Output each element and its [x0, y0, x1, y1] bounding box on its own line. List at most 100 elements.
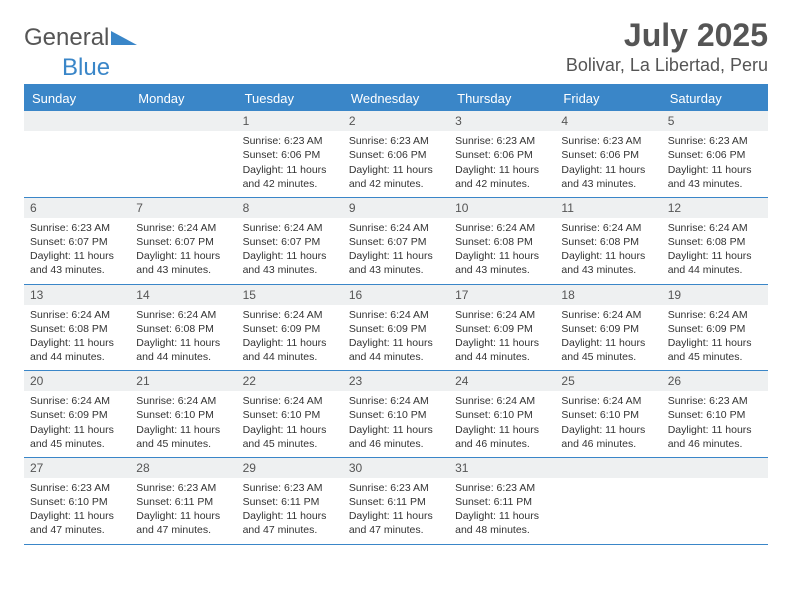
daylight-text: Daylight: 11 hours and 43 minutes. — [561, 249, 655, 277]
sunrise-text: Sunrise: 6:24 AM — [455, 221, 549, 235]
sunrise-text: Sunrise: 6:24 AM — [243, 394, 337, 408]
daylight-text: Daylight: 11 hours and 44 minutes. — [455, 336, 549, 364]
day-body-empty — [662, 478, 768, 532]
daylight-text: Daylight: 11 hours and 47 minutes. — [243, 509, 337, 537]
page-header: General July 2025 Bolivar, La Libertad, … — [24, 18, 768, 76]
day-number-empty — [555, 458, 661, 478]
sunset-text: Sunset: 6:06 PM — [455, 148, 549, 162]
day-number: 9 — [343, 198, 449, 218]
sunrise-text: Sunrise: 6:24 AM — [349, 221, 443, 235]
sunrise-text: Sunrise: 6:23 AM — [30, 221, 124, 235]
sunrise-text: Sunrise: 6:24 AM — [349, 394, 443, 408]
day-body: Sunrise: 6:24 AMSunset: 6:08 PMDaylight:… — [555, 218, 661, 284]
day-number: 30 — [343, 458, 449, 478]
sunset-text: Sunset: 6:08 PM — [455, 235, 549, 249]
daylight-text: Daylight: 11 hours and 45 minutes. — [30, 423, 124, 451]
day-body: Sunrise: 6:23 AMSunset: 6:11 PMDaylight:… — [237, 478, 343, 544]
day-body-empty — [130, 131, 236, 185]
sunset-text: Sunset: 6:07 PM — [30, 235, 124, 249]
day-body: Sunrise: 6:24 AMSunset: 6:10 PMDaylight:… — [130, 391, 236, 457]
sunrise-text: Sunrise: 6:24 AM — [455, 308, 549, 322]
calendar-day-cell: 10Sunrise: 6:24 AMSunset: 6:08 PMDayligh… — [449, 197, 555, 284]
sunrise-text: Sunrise: 6:23 AM — [136, 481, 230, 495]
logo-triangle-icon — [111, 24, 137, 52]
calendar-day-cell: 5Sunrise: 6:23 AMSunset: 6:06 PMDaylight… — [662, 111, 768, 197]
day-number-empty — [24, 111, 130, 131]
sunrise-text: Sunrise: 6:23 AM — [561, 134, 655, 148]
day-body: Sunrise: 6:23 AMSunset: 6:06 PMDaylight:… — [449, 131, 555, 197]
day-number-empty — [662, 458, 768, 478]
day-body: Sunrise: 6:24 AMSunset: 6:09 PMDaylight:… — [449, 305, 555, 371]
day-body: Sunrise: 6:23 AMSunset: 6:07 PMDaylight:… — [24, 218, 130, 284]
sunset-text: Sunset: 6:06 PM — [668, 148, 762, 162]
calendar-day-cell — [130, 111, 236, 197]
day-number: 20 — [24, 371, 130, 391]
calendar-day-cell: 16Sunrise: 6:24 AMSunset: 6:09 PMDayligh… — [343, 284, 449, 371]
day-body: Sunrise: 6:24 AMSunset: 6:07 PMDaylight:… — [343, 218, 449, 284]
day-body: Sunrise: 6:24 AMSunset: 6:08 PMDaylight:… — [449, 218, 555, 284]
sunset-text: Sunset: 6:10 PM — [455, 408, 549, 422]
calendar-table: Sunday Monday Tuesday Wednesday Thursday… — [24, 84, 768, 544]
sunset-text: Sunset: 6:10 PM — [243, 408, 337, 422]
logo-text-general: General — [24, 24, 109, 52]
weekday-header-row: Sunday Monday Tuesday Wednesday Thursday… — [24, 85, 768, 111]
calendar-day-cell: 15Sunrise: 6:24 AMSunset: 6:09 PMDayligh… — [237, 284, 343, 371]
weekday-header: Sunday — [24, 85, 130, 111]
calendar-day-cell: 25Sunrise: 6:24 AMSunset: 6:10 PMDayligh… — [555, 371, 661, 458]
sunrise-text: Sunrise: 6:24 AM — [349, 308, 443, 322]
daylight-text: Daylight: 11 hours and 42 minutes. — [243, 163, 337, 191]
calendar-day-cell: 27Sunrise: 6:23 AMSunset: 6:10 PMDayligh… — [24, 457, 130, 544]
day-body: Sunrise: 6:24 AMSunset: 6:07 PMDaylight:… — [237, 218, 343, 284]
day-body: Sunrise: 6:24 AMSunset: 6:10 PMDaylight:… — [555, 391, 661, 457]
calendar-day-cell: 3Sunrise: 6:23 AMSunset: 6:06 PMDaylight… — [449, 111, 555, 197]
daylight-text: Daylight: 11 hours and 47 minutes. — [30, 509, 124, 537]
sunset-text: Sunset: 6:09 PM — [668, 322, 762, 336]
sunrise-text: Sunrise: 6:23 AM — [30, 481, 124, 495]
day-number: 18 — [555, 285, 661, 305]
daylight-text: Daylight: 11 hours and 43 minutes. — [668, 163, 762, 191]
day-body: Sunrise: 6:23 AMSunset: 6:06 PMDaylight:… — [343, 131, 449, 197]
calendar-day-cell: 4Sunrise: 6:23 AMSunset: 6:06 PMDaylight… — [555, 111, 661, 197]
daylight-text: Daylight: 11 hours and 47 minutes. — [349, 509, 443, 537]
day-number: 6 — [24, 198, 130, 218]
sunrise-text: Sunrise: 6:24 AM — [668, 308, 762, 322]
sunset-text: Sunset: 6:11 PM — [243, 495, 337, 509]
day-body-empty — [555, 478, 661, 532]
calendar-day-cell: 22Sunrise: 6:24 AMSunset: 6:10 PMDayligh… — [237, 371, 343, 458]
location-label: Bolivar, La Libertad, Peru — [566, 55, 768, 76]
sunset-text: Sunset: 6:08 PM — [136, 322, 230, 336]
calendar-day-cell: 17Sunrise: 6:24 AMSunset: 6:09 PMDayligh… — [449, 284, 555, 371]
calendar-day-cell: 28Sunrise: 6:23 AMSunset: 6:11 PMDayligh… — [130, 457, 236, 544]
calendar-week-row: 20Sunrise: 6:24 AMSunset: 6:09 PMDayligh… — [24, 371, 768, 458]
weekday-header: Thursday — [449, 85, 555, 111]
sunset-text: Sunset: 6:10 PM — [136, 408, 230, 422]
sunset-text: Sunset: 6:07 PM — [243, 235, 337, 249]
day-body: Sunrise: 6:24 AMSunset: 6:09 PMDaylight:… — [343, 305, 449, 371]
daylight-text: Daylight: 11 hours and 43 minutes. — [243, 249, 337, 277]
daylight-text: Daylight: 11 hours and 46 minutes. — [455, 423, 549, 451]
daylight-text: Daylight: 11 hours and 44 minutes. — [243, 336, 337, 364]
day-body: Sunrise: 6:23 AMSunset: 6:11 PMDaylight:… — [449, 478, 555, 544]
title-block: July 2025 Bolivar, La Libertad, Peru — [566, 18, 768, 76]
day-number: 26 — [662, 371, 768, 391]
day-number-empty — [130, 111, 236, 131]
day-body-empty — [24, 131, 130, 185]
day-number: 22 — [237, 371, 343, 391]
sunset-text: Sunset: 6:06 PM — [243, 148, 337, 162]
calendar-day-cell: 6Sunrise: 6:23 AMSunset: 6:07 PMDaylight… — [24, 197, 130, 284]
day-number: 24 — [449, 371, 555, 391]
weekday-header: Saturday — [662, 85, 768, 111]
sunrise-text: Sunrise: 6:23 AM — [243, 134, 337, 148]
sunrise-text: Sunrise: 6:24 AM — [561, 308, 655, 322]
weekday-header: Tuesday — [237, 85, 343, 111]
sunset-text: Sunset: 6:09 PM — [349, 322, 443, 336]
calendar-day-cell: 7Sunrise: 6:24 AMSunset: 6:07 PMDaylight… — [130, 197, 236, 284]
daylight-text: Daylight: 11 hours and 43 minutes. — [455, 249, 549, 277]
sunset-text: Sunset: 6:09 PM — [30, 408, 124, 422]
calendar-week-row: 13Sunrise: 6:24 AMSunset: 6:08 PMDayligh… — [24, 284, 768, 371]
daylight-text: Daylight: 11 hours and 44 minutes. — [30, 336, 124, 364]
calendar-day-cell: 19Sunrise: 6:24 AMSunset: 6:09 PMDayligh… — [662, 284, 768, 371]
sunrise-text: Sunrise: 6:24 AM — [243, 308, 337, 322]
daylight-text: Daylight: 11 hours and 42 minutes. — [349, 163, 443, 191]
sunrise-text: Sunrise: 6:23 AM — [349, 134, 443, 148]
